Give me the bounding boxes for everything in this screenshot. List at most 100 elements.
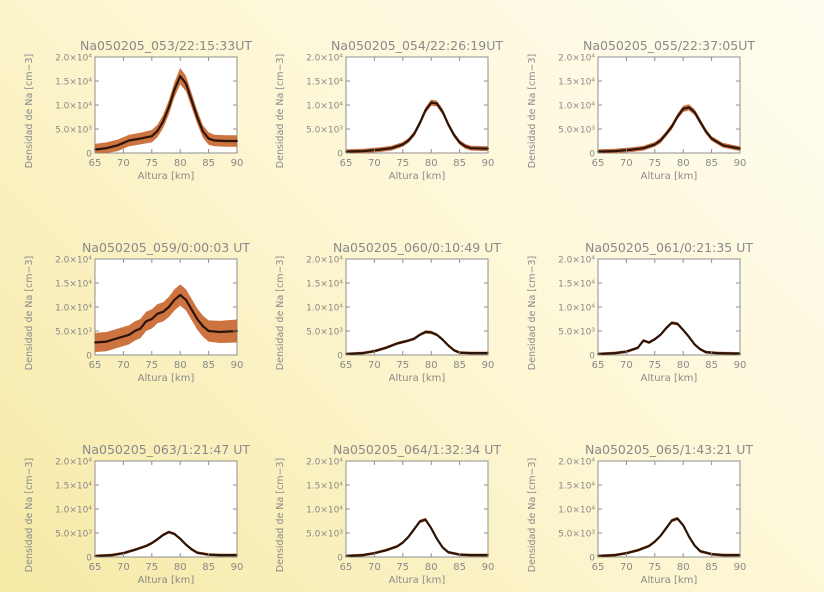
x-tick-label: 90 (231, 562, 244, 573)
plot-area (345, 258, 489, 356)
data-point (722, 554, 724, 556)
data-point (139, 327, 142, 330)
x-tick-label: 75 (145, 158, 158, 169)
y-tick-label: 2.0×10⁴ (55, 54, 92, 64)
data-point (453, 349, 455, 352)
y-tick-label: 2.0×10⁴ (306, 458, 343, 468)
data-point (185, 543, 187, 546)
plot-area (597, 460, 741, 558)
data-point (441, 110, 444, 113)
y-axis-label: Densidad de Na [cm−3] (275, 54, 286, 168)
chart-panel-6: Na050205_061/0:21:35 UT 65 70 75 80 85 90 0 5.0×… (527, 240, 753, 384)
x-tick-label: 75 (145, 360, 158, 371)
data-point (190, 548, 193, 551)
y-tick-label: 1.5×10⁴ (55, 280, 92, 290)
data-point (722, 144, 724, 147)
x-tick-label: 90 (231, 360, 244, 371)
plot-area (345, 460, 489, 558)
data-point (716, 352, 719, 354)
y-axis-label: Densidad de Na [cm−3] (24, 458, 35, 572)
plot-area (94, 460, 238, 558)
chart-panel-7: Na050205_063/1:21:47 UT 65 70 75 80 85 90 0 5.0×… (24, 442, 250, 586)
y-tick-label: 2.0×10⁴ (55, 256, 92, 266)
x-tick-label: 65 (592, 562, 605, 573)
data-point (156, 312, 159, 315)
data-point (688, 535, 690, 538)
data-point (173, 88, 176, 91)
chart-title: Na050205_054/22:26:19UT (331, 38, 503, 53)
data-point (705, 351, 707, 353)
data-point (642, 339, 645, 342)
data-point (636, 346, 639, 349)
data-point (116, 337, 119, 340)
data-point (430, 527, 433, 530)
y-tick-label: 5.0×10³ (55, 126, 92, 136)
data-point (693, 111, 696, 114)
x-tick-label: 85 (453, 158, 466, 169)
data-point (436, 102, 438, 105)
y-axis-label: Densidad de Na [cm−3] (527, 54, 538, 168)
y-tick-label: 2.0×10⁴ (306, 256, 343, 266)
y-tick-label: 1.5×10⁴ (55, 78, 92, 88)
x-tick-label: 65 (340, 360, 353, 371)
chart-title: Na050205_060/0:10:49 UT (333, 240, 501, 255)
x-tick-label: 70 (117, 562, 130, 573)
x-tick-label: 70 (368, 158, 381, 169)
data-point (156, 130, 159, 132)
y-tick-label: 0 (337, 150, 343, 160)
chart-title: Na050205_063/1:21:47 UT (82, 442, 250, 457)
data-point (418, 520, 421, 523)
data-point (470, 147, 472, 150)
x-axis-label: Altura [km] (389, 575, 446, 586)
data-point (105, 147, 108, 150)
plot-area (597, 56, 741, 154)
x-tick-label: 65 (592, 158, 605, 169)
x-axis-label: Altura [km] (138, 171, 195, 182)
data-point (693, 544, 696, 547)
chart-panel-1: Na050205_053/22:15:33UT 65 70 75 80 85 90 0 5.0×… (24, 38, 252, 182)
y-tick-label: 1.0×10⁴ (558, 304, 595, 314)
chart-panel-3: Na050205_055/22:37:05UT 65 70 75 80 85 90 0 5.0×… (527, 38, 755, 182)
data-point (207, 137, 210, 140)
chart-title: Na050205_059/0:00:03 UT (82, 240, 250, 255)
x-tick-label: 80 (174, 158, 187, 169)
x-tick-label: 80 (677, 158, 690, 169)
data-point (105, 340, 108, 343)
y-tick-label: 0 (86, 554, 92, 564)
data-point (676, 115, 679, 118)
data-point (688, 106, 690, 109)
data-point (401, 341, 404, 343)
data-point (676, 517, 679, 520)
data-point (693, 343, 696, 346)
data-point (441, 546, 444, 549)
x-tick-label: 65 (340, 562, 353, 573)
y-tick-label: 1.5×10⁴ (306, 78, 343, 88)
y-axis-label: Densidad de Na [cm−3] (275, 458, 286, 572)
data-point (699, 550, 702, 553)
y-tick-label: 1.0×10⁴ (55, 304, 92, 314)
data-point (179, 294, 182, 296)
data-point (196, 318, 199, 320)
data-point (665, 132, 668, 135)
chart-title: Na050205_061/0:21:35 UT (585, 240, 753, 255)
data-point (648, 341, 650, 344)
x-tick-label: 65 (89, 360, 102, 371)
data-point (185, 298, 187, 301)
y-tick-label: 1.0×10⁴ (306, 506, 343, 516)
y-tick-label: 0 (589, 554, 595, 564)
data-point (185, 82, 187, 85)
data-point (207, 330, 210, 332)
data-point (436, 333, 438, 336)
x-tick-label: 80 (425, 360, 438, 371)
data-point (384, 549, 387, 552)
y-tick-label: 5.0×10³ (306, 126, 343, 136)
data-point (167, 106, 170, 109)
y-axis-label: Densidad de Na [cm−3] (24, 256, 35, 370)
data-point (653, 338, 656, 341)
data-point (162, 310, 165, 313)
data-point (407, 139, 410, 142)
x-axis-label: Altura [km] (641, 575, 698, 586)
x-tick-label: 90 (482, 360, 495, 371)
x-tick-label: 80 (425, 562, 438, 573)
